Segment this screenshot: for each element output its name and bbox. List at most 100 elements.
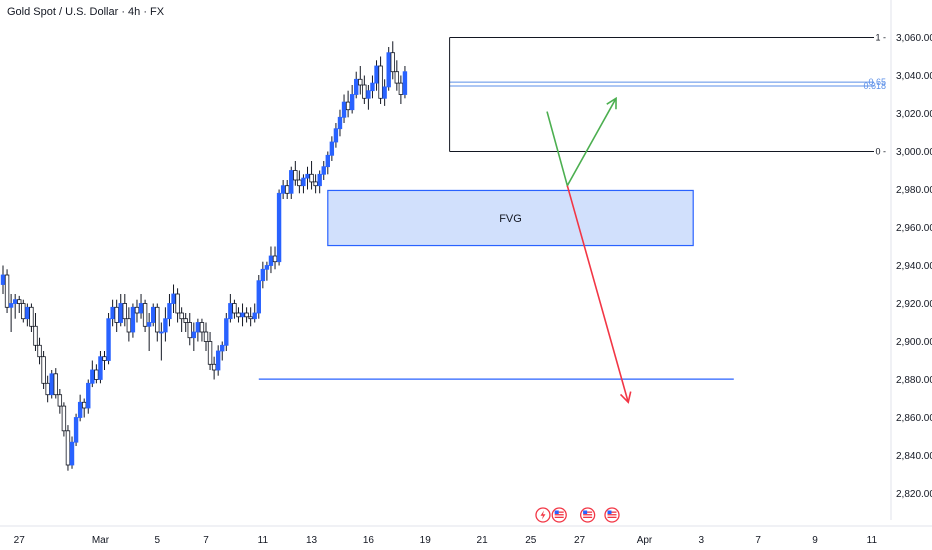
x-tick-label: 19 <box>420 535 432 546</box>
candle-body <box>191 331 197 339</box>
candle-body <box>252 312 257 320</box>
candle-body <box>8 303 14 308</box>
x-tick-label: Apr <box>637 535 653 546</box>
candle-body <box>142 303 148 327</box>
candle-body <box>151 306 156 323</box>
y-tick-label: 2,900.00 <box>896 337 932 348</box>
y-tick-label: 2,820.00 <box>896 489 932 500</box>
x-tick-label: 11 <box>258 535 269 546</box>
candle-body <box>215 350 221 371</box>
y-tick-label: 2,860.00 <box>896 413 932 424</box>
candle-body <box>382 86 387 99</box>
candle-body <box>106 318 111 361</box>
candle-body <box>118 303 123 323</box>
y-tick-label: 2,940.00 <box>896 261 932 272</box>
candle-body <box>73 417 79 443</box>
candle-body <box>90 369 95 384</box>
candle-body <box>126 318 132 333</box>
candle-body <box>349 94 355 111</box>
candle-body <box>386 52 391 88</box>
candle-body <box>199 322 205 333</box>
us-flag-icon <box>551 507 567 523</box>
candle-body <box>374 65 379 84</box>
candle-body <box>268 255 274 266</box>
y-tick-label: 2,980.00 <box>896 185 932 196</box>
fvg-zone <box>327 189 694 247</box>
candle-body <box>69 441 75 466</box>
candle-body <box>110 306 115 320</box>
candle-body <box>61 405 67 432</box>
candle-body <box>354 78 359 95</box>
candle-body <box>220 344 225 352</box>
candle-body <box>45 382 50 396</box>
candle-body <box>57 394 63 407</box>
x-tick-label: 27 <box>574 535 586 546</box>
green-arrow <box>546 97 617 188</box>
x-tick-label: 16 <box>363 535 375 546</box>
candle-body <box>211 363 217 371</box>
candle-body <box>17 299 22 304</box>
candle-body <box>362 84 367 99</box>
candle-body <box>289 170 294 194</box>
red-arrow-head <box>619 391 632 404</box>
x-tick-label: 13 <box>306 535 318 546</box>
fib-level-label: 0 - <box>875 147 886 157</box>
candle-body <box>402 71 408 95</box>
candle-body <box>358 78 363 86</box>
candle-body <box>337 116 343 130</box>
candle-body <box>232 303 237 314</box>
y-tick-label: 2,880.00 <box>896 375 932 386</box>
fib-level-label: 0.65 <box>868 77 886 87</box>
candle-body <box>370 82 375 92</box>
candle-body <box>53 373 58 396</box>
candle-body <box>195 322 201 333</box>
x-tick-label: 27 <box>14 535 26 546</box>
candle-body <box>341 101 347 118</box>
candle-body <box>280 185 286 194</box>
candle-body <box>159 331 164 334</box>
candle-body <box>21 303 26 320</box>
candle-body <box>260 268 266 282</box>
candle-body <box>171 293 176 304</box>
chart-title: Gold Spot / U.S. Dollar · 4h · FX <box>7 6 165 18</box>
candle-body <box>0 274 6 285</box>
candle-body <box>155 306 160 333</box>
x-tick-label: 3 <box>699 535 705 546</box>
candle-body <box>276 192 282 263</box>
candle-body <box>228 303 233 320</box>
candle-body <box>130 306 136 333</box>
candle-body <box>398 82 404 95</box>
candle-body <box>86 382 91 409</box>
candle-body <box>284 185 290 194</box>
candle-body <box>4 274 10 308</box>
y-tick-label: 3,040.00 <box>896 71 932 82</box>
candle-body <box>146 322 152 327</box>
candle-body <box>345 101 351 111</box>
candle-body <box>313 181 318 187</box>
candle-body <box>244 312 249 318</box>
us-flag-icon <box>579 507 596 523</box>
red-arrow <box>566 185 630 403</box>
candle-body <box>317 173 322 187</box>
candle-body <box>240 312 245 318</box>
candle-body <box>325 154 330 168</box>
candle-body <box>366 90 371 99</box>
candle-body <box>12 299 18 304</box>
candle-body <box>248 316 253 320</box>
candle-body <box>236 312 241 318</box>
candle-body <box>175 293 180 314</box>
candle-body <box>203 331 209 342</box>
candle-body <box>102 356 107 361</box>
candle-body <box>272 255 278 263</box>
y-tick-label: 2,840.00 <box>896 451 932 462</box>
candle-body <box>138 303 144 314</box>
candle-body <box>309 173 314 183</box>
candle-body <box>378 65 383 99</box>
candle-body <box>187 322 192 339</box>
x-tick-label: 25 <box>525 535 537 546</box>
us-flag-icon <box>604 507 620 523</box>
x-tick-label: 9 <box>812 535 818 546</box>
candle-body <box>321 166 326 175</box>
x-tick-label: 7 <box>755 535 761 546</box>
